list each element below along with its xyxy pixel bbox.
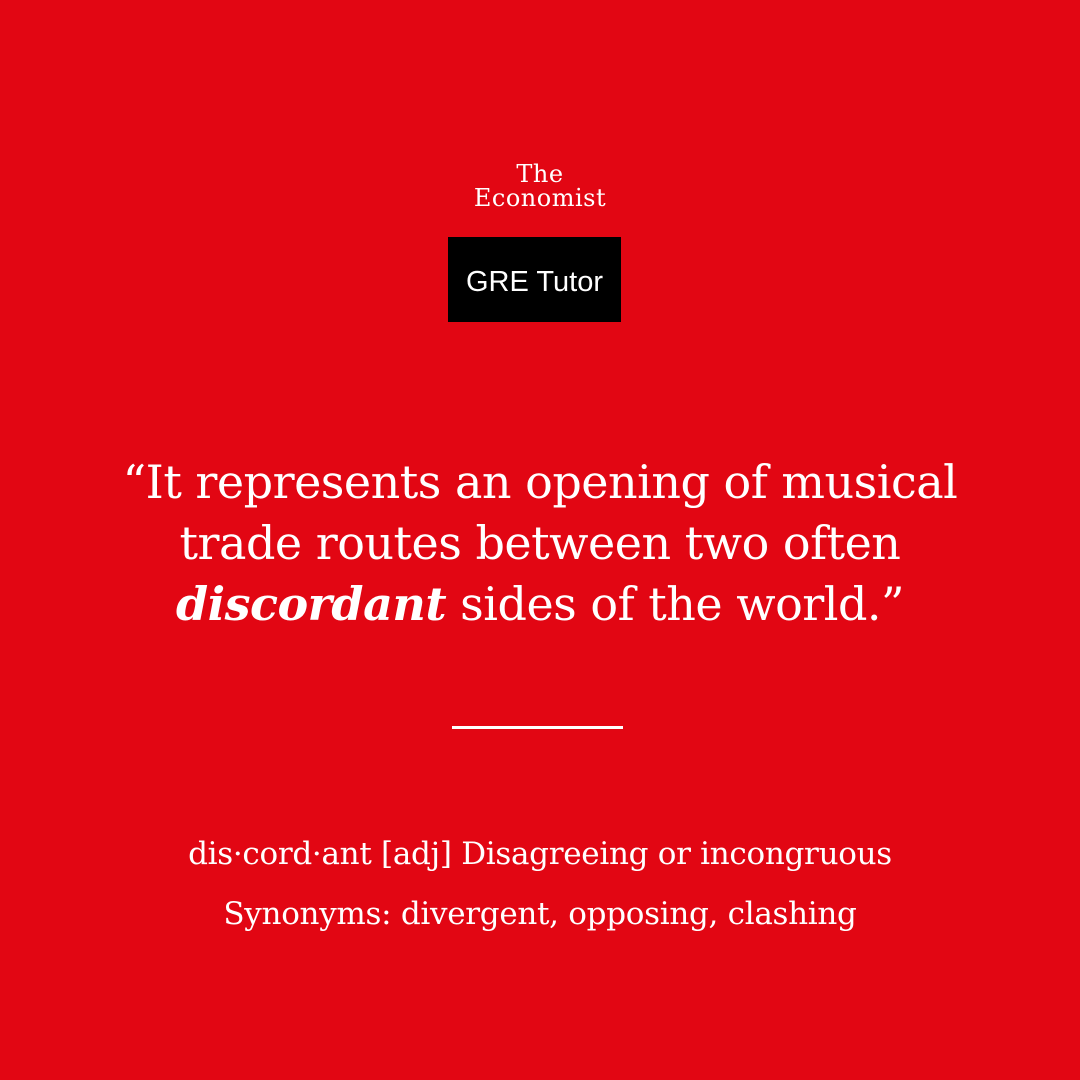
quote-line-2: trade routes between two often (179, 516, 901, 570)
quote-line-3-rest: sides of the world.” (446, 577, 905, 631)
logo-line-economist: Economist (473, 184, 607, 212)
badge-label: GRE Tutor (466, 266, 603, 298)
gre-tutor-badge: GRE Tutor (448, 237, 621, 322)
word-synonyms: Synonyms: divergent, opposing, clashing (223, 896, 857, 932)
quote-line-3: discordant sides of the world.” (60, 574, 1020, 635)
quote-keyword: discordant (175, 577, 447, 631)
quote-line-1: “It represents an opening of musical (122, 455, 958, 509)
example-quote: “It represents an opening of musical tra… (60, 452, 1020, 635)
word-definition: dis·cord·ant [adj] Disagreeing or incong… (188, 836, 892, 872)
economist-logo: The Economist (0, 162, 1080, 210)
divider-rule (452, 726, 623, 729)
logo-line-the: The (516, 160, 564, 188)
